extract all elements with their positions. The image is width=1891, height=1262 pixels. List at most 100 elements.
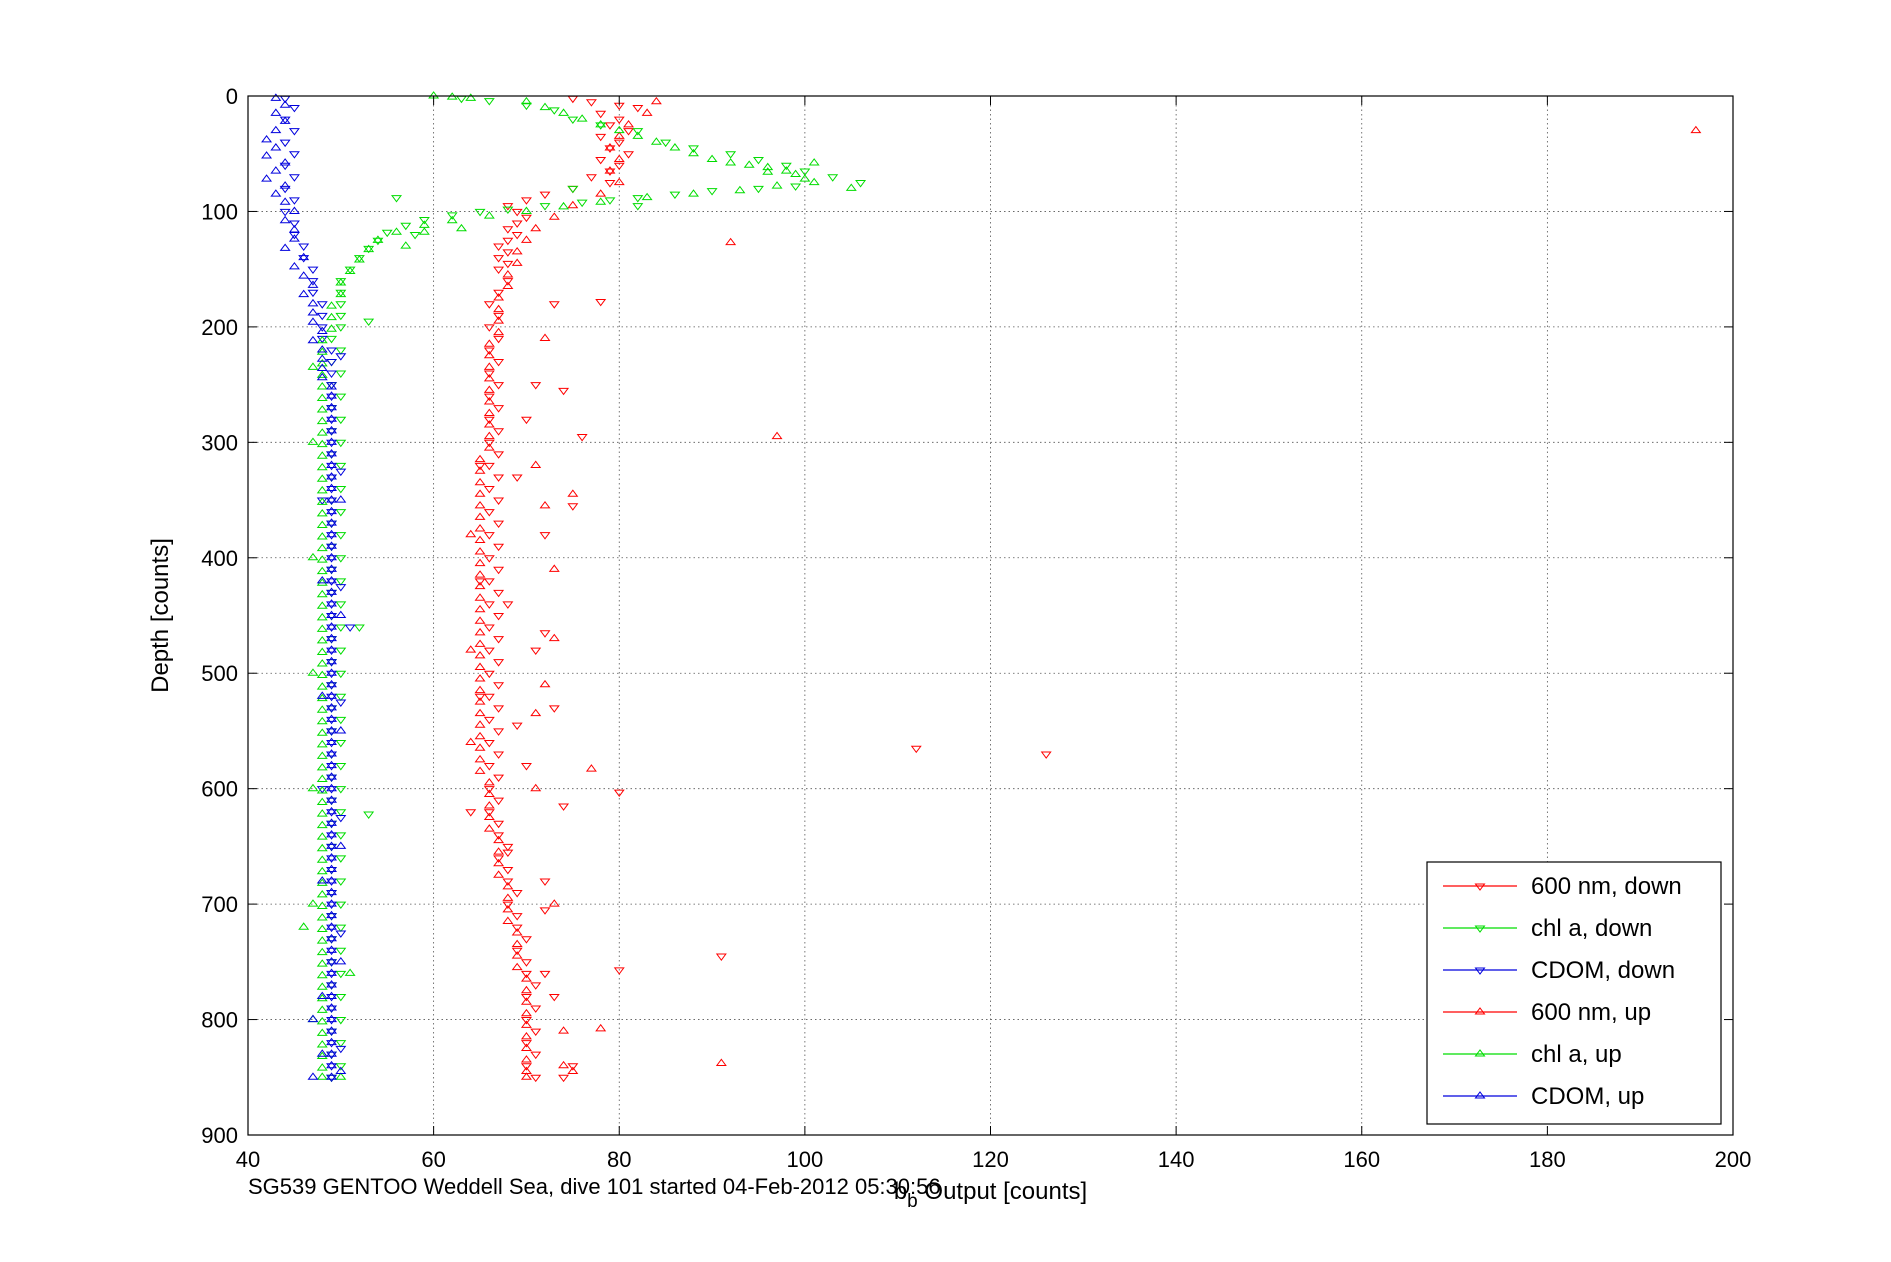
- y-tick-label: 600: [201, 777, 238, 802]
- data-point: [539, 970, 551, 979]
- data-point: [530, 647, 542, 656]
- data-point: [326, 485, 338, 494]
- data-point: [316, 335, 328, 344]
- data-point: [771, 431, 783, 440]
- series-0: [465, 95, 1052, 1083]
- legend-marker: [1474, 925, 1486, 933]
- data-point: [1690, 125, 1702, 134]
- data-point: [493, 312, 505, 321]
- data-point: [326, 520, 338, 529]
- legend-entry: CDOM, up: [1443, 1083, 1644, 1110]
- data-point: [288, 232, 300, 240]
- data-point: [391, 227, 402, 235]
- data-point: [465, 737, 477, 746]
- data-point: [604, 180, 616, 188]
- legend-entry: 600 nm, down: [1443, 873, 1682, 900]
- data-point: [771, 181, 783, 189]
- legend-box: [1426, 861, 1722, 1125]
- data-point: [613, 131, 625, 139]
- data-point: [316, 393, 328, 401]
- data-point: [335, 353, 347, 361]
- data-point: [613, 789, 625, 798]
- data-point: [752, 156, 764, 165]
- data-point: [558, 201, 570, 210]
- data-point: [326, 1005, 338, 1013]
- series-3: [465, 96, 1702, 1080]
- data-point: [326, 439, 338, 448]
- y-axis-label: Depth [counts]: [147, 538, 174, 693]
- data-point: [539, 102, 551, 111]
- data-point: [520, 1063, 532, 1071]
- data-point: [641, 108, 653, 116]
- data-point: [511, 924, 523, 933]
- data-point: [595, 197, 607, 205]
- data-point: [288, 261, 300, 270]
- data-point: [326, 786, 338, 794]
- data-point: [326, 301, 338, 309]
- data-point: [539, 907, 551, 915]
- data-point: [316, 647, 328, 655]
- x-tick-label: 200: [1715, 1147, 1752, 1172]
- data-point: [316, 878, 328, 886]
- data-point: [326, 991, 338, 999]
- data-point: [316, 1051, 328, 1060]
- data-point: [335, 956, 347, 965]
- data-point: [279, 116, 291, 124]
- data-point: [715, 1058, 727, 1066]
- data-point: [326, 382, 338, 390]
- data-point: [483, 98, 495, 106]
- data-point: [474, 462, 486, 471]
- data-point: [483, 408, 495, 416]
- data-point: [493, 847, 505, 855]
- data-point: [316, 358, 328, 367]
- legend-entry: CDOM, down: [1443, 957, 1675, 984]
- data-point: [483, 809, 495, 817]
- data-point: [493, 316, 505, 324]
- data-point: [418, 220, 430, 228]
- data-point: [316, 670, 328, 679]
- data-point: [335, 509, 347, 517]
- data-point: [530, 982, 542, 990]
- data-point: [502, 601, 514, 609]
- data-point: [316, 786, 328, 794]
- data-point: [558, 1074, 570, 1083]
- data-point: [326, 1063, 338, 1071]
- data-point: [316, 739, 328, 748]
- data-point: [595, 110, 607, 119]
- data-point: [316, 901, 328, 909]
- data-point: [335, 289, 347, 298]
- data-point: [548, 899, 560, 907]
- data-point: [493, 428, 505, 436]
- x-axis-label-rest: Output [counts]: [918, 1178, 1087, 1205]
- data-point: [326, 714, 338, 722]
- data-point: [326, 829, 338, 838]
- data-point: [335, 699, 347, 707]
- data-point: [335, 716, 347, 725]
- data-point: [326, 726, 338, 734]
- data-point: [483, 693, 495, 702]
- data-point: [326, 402, 338, 411]
- data-point: [307, 335, 319, 344]
- y-tick-label: 200: [201, 315, 238, 340]
- data-point: [483, 509, 495, 517]
- data-point: [363, 811, 375, 819]
- data-point: [511, 947, 523, 956]
- data-point: [409, 232, 421, 240]
- series-4: [298, 91, 857, 1080]
- data-point: [474, 578, 486, 586]
- data-point: [316, 774, 328, 782]
- data-point: [493, 335, 505, 344]
- data-point: [520, 997, 532, 1005]
- data-point: [483, 211, 495, 219]
- data-point: [595, 298, 607, 307]
- data-point: [335, 439, 347, 448]
- data-point: [483, 339, 495, 347]
- data-point: [493, 682, 505, 690]
- data-point: [585, 764, 597, 772]
- data-point: [558, 803, 570, 811]
- data-point: [307, 317, 319, 325]
- data-point: [548, 564, 560, 572]
- data-point: [539, 878, 551, 886]
- data-point: [326, 324, 338, 332]
